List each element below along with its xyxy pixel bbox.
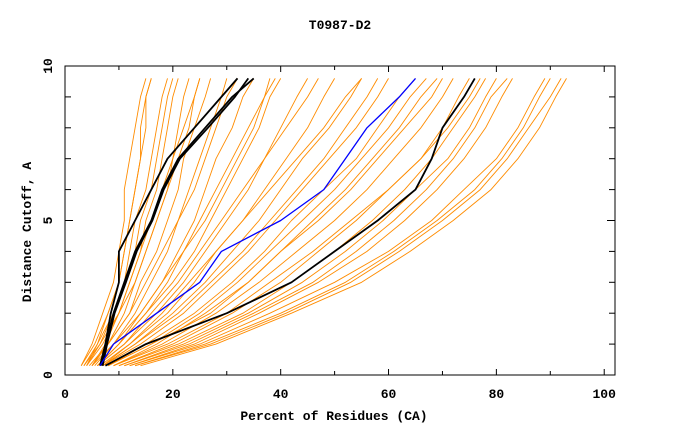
y-tick-label: 0 (41, 371, 56, 379)
series-line-model-28 (118, 78, 486, 367)
series-line-highlight-4-42 (104, 77, 476, 367)
series-line-highlight-2-39 (100, 77, 255, 366)
series-line-model-25 (88, 78, 238, 366)
series-line-model-12 (102, 78, 389, 367)
series-line-model-20 (129, 78, 546, 367)
series-line-model-23 (102, 78, 362, 367)
series-line-model-21 (113, 78, 470, 367)
x-tick-label: 60 (381, 387, 397, 402)
series-line-model-17 (129, 78, 513, 367)
series-line-model-19 (140, 78, 567, 367)
series-line-model-0 (80, 78, 147, 366)
series-line-reference-41 (99, 77, 416, 367)
series-line-model-3 (86, 78, 179, 366)
series-line-model-35 (97, 78, 271, 367)
tick-labels: 0 20 40 60 80 100 0 5 10 (41, 58, 616, 402)
series-line-model-11 (102, 78, 362, 367)
axis-ticks (64, 65, 615, 376)
series-line-model-36 (102, 78, 379, 367)
series-line-model-24 (91, 78, 276, 367)
series-lines (80, 77, 567, 367)
series-line-model-30 (124, 78, 508, 367)
series-line-model-16 (124, 78, 497, 367)
series-line-highlight-1-38 (99, 77, 239, 366)
series-line-model-34 (91, 78, 201, 366)
series-line-model-15 (118, 78, 481, 367)
series-line-model-22 (107, 78, 416, 367)
x-axis-label: Percent of Residues (CA) (240, 409, 427, 424)
series-line-model-13 (107, 78, 427, 367)
x-tick-label: 40 (273, 387, 289, 402)
series-line-model-32 (80, 78, 152, 366)
series-line-model-27 (107, 78, 443, 367)
chart-title: T0987-D2 (309, 18, 372, 33)
series-line-model-37 (113, 78, 438, 367)
x-tick-label: 20 (165, 387, 181, 402)
series-line-model-31 (134, 78, 562, 367)
series-line-model-7 (97, 78, 255, 367)
y-tick-label: 5 (41, 216, 56, 224)
x-tick-label: 80 (489, 387, 505, 402)
series-line-model-8 (97, 78, 282, 367)
series-line-model-18 (134, 78, 551, 367)
y-axis-label: Distance Cutoff, A (20, 162, 35, 303)
x-tick-label: 0 (61, 387, 69, 402)
x-tick-label: 100 (593, 387, 617, 402)
series-line-highlight-3-40 (101, 77, 250, 366)
series-line-model-9 (97, 78, 308, 367)
y-tick-label: 10 (41, 58, 56, 74)
